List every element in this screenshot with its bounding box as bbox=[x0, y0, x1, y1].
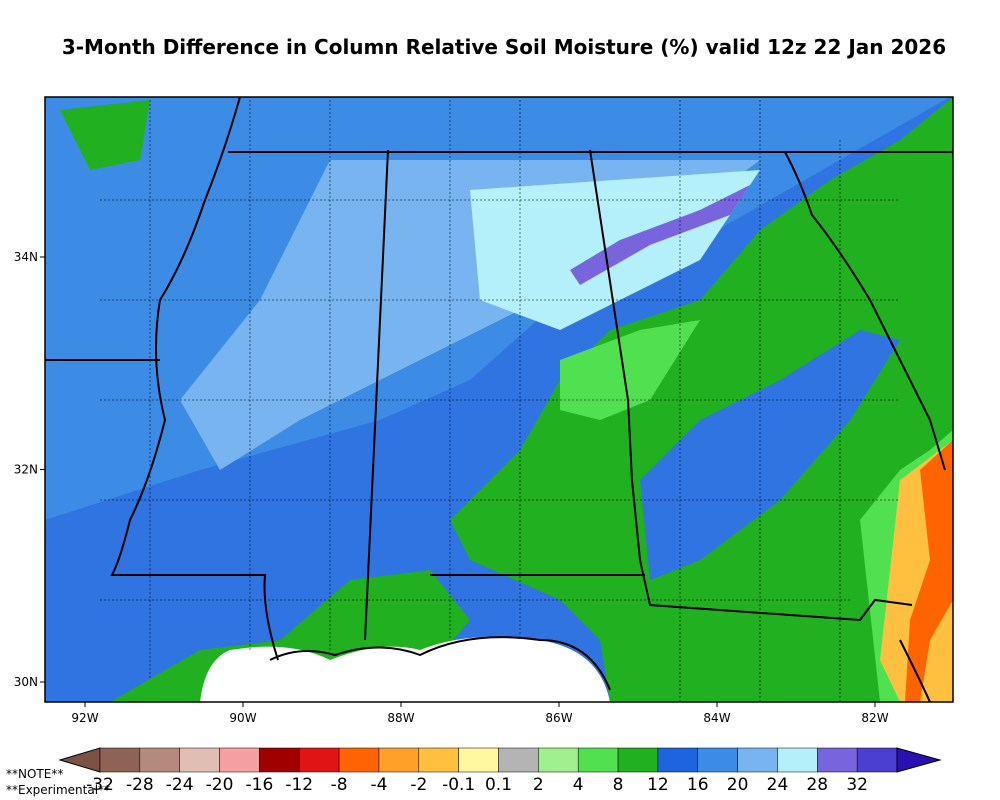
colorbar-under bbox=[58, 747, 101, 773]
colorbar-label: 32 bbox=[846, 775, 868, 795]
colorbar-box bbox=[538, 747, 579, 773]
colorbar-box bbox=[139, 747, 180, 773]
colorbar-box bbox=[777, 747, 818, 773]
colorbar-label: -0.1 bbox=[442, 775, 475, 795]
colorbar-label: 2 bbox=[533, 775, 544, 795]
colorbar-label: -2 bbox=[410, 775, 427, 795]
colorbar-label: 4 bbox=[573, 775, 584, 795]
colorbar-box bbox=[458, 747, 499, 773]
colorbar-box bbox=[617, 747, 659, 773]
colorbar-box bbox=[99, 747, 141, 773]
colorbar-label: -16 bbox=[246, 775, 274, 795]
title: 3-Month Difference in Column Relative So… bbox=[62, 35, 946, 59]
map-frame bbox=[44, 96, 954, 703]
lon-label: 86W bbox=[545, 711, 572, 725]
colorbar-label: -24 bbox=[166, 775, 194, 795]
colorbar-box bbox=[299, 747, 340, 773]
colorbar: -32 -28 -24 -20 -16 -12 -8 -4 -2 -0.1 0.1 2 4 8 12 16 20… bbox=[58, 747, 942, 795]
colorbar-label: 20 bbox=[727, 775, 749, 795]
lon-label: 84W bbox=[703, 711, 730, 725]
colorbar-label: 12 bbox=[647, 775, 669, 795]
colorbar-box bbox=[577, 747, 619, 773]
lat-label: 34N bbox=[14, 250, 38, 264]
map bbox=[45, 97, 953, 702]
lon-labels: 92W 90W 88W 86W 84W 82W bbox=[71, 702, 889, 725]
colorbar-box bbox=[498, 747, 539, 773]
colorbar-box bbox=[219, 747, 260, 773]
colorbar-box bbox=[338, 747, 380, 773]
lat-label: 32N bbox=[14, 463, 38, 477]
colorbar-box bbox=[259, 747, 300, 773]
colorbar-box bbox=[179, 747, 220, 773]
colorbar-label: 24 bbox=[767, 775, 789, 795]
colorbar-label: -20 bbox=[206, 775, 234, 795]
lon-label: 90W bbox=[229, 711, 256, 725]
colorbar-box bbox=[817, 747, 858, 773]
colorbar-label: 28 bbox=[806, 775, 828, 795]
colorbar-label: -32 bbox=[86, 775, 114, 795]
lat-labels: 34N 32N 30N bbox=[14, 250, 45, 689]
colorbar-label: 16 bbox=[687, 775, 709, 795]
colorbar-over bbox=[896, 747, 942, 773]
colorbar-label: -12 bbox=[285, 775, 313, 795]
colorbar-label: -4 bbox=[370, 775, 387, 795]
colorbar-box bbox=[737, 747, 778, 773]
colorbar-box bbox=[378, 747, 420, 773]
colorbar-label: -28 bbox=[126, 775, 154, 795]
lon-label: 92W bbox=[71, 711, 98, 725]
colorbar-label: 0.1 bbox=[485, 775, 512, 795]
colorbar-label: 8 bbox=[613, 775, 624, 795]
note: **NOTE** bbox=[6, 767, 63, 781]
lon-label: 82W bbox=[861, 711, 888, 725]
note: **Experimental** bbox=[6, 783, 110, 797]
colorbar-box bbox=[657, 747, 699, 773]
colorbar-label: -8 bbox=[331, 775, 348, 795]
colorbar-box bbox=[418, 747, 459, 773]
colorbar-box bbox=[697, 747, 738, 773]
colorbar-box bbox=[856, 747, 898, 773]
lon-label: 88W bbox=[387, 711, 414, 725]
lat-label: 30N bbox=[14, 675, 38, 689]
